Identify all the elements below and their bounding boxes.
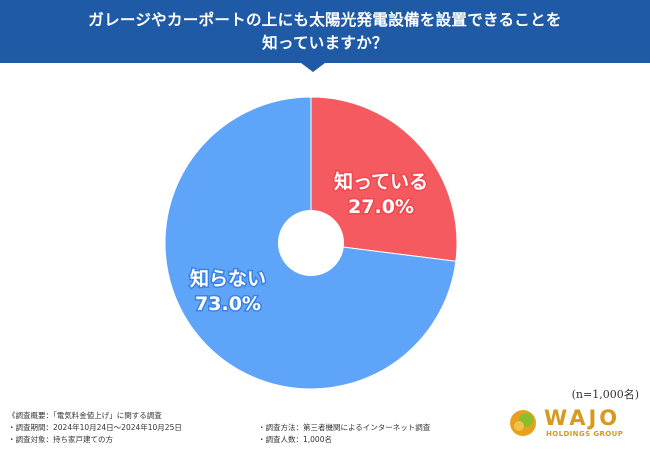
survey-notes-left: 《調査概要：「電気料金値上げ」に関する調査 ・調査期間：2024年10月24日〜… xyxy=(8,410,182,446)
logo-mark-icon xyxy=(510,410,536,436)
sample-size-note: (n=1,000名) xyxy=(571,388,639,401)
logo-subtext: HOLDINGS GROUP xyxy=(546,430,624,438)
banner-pointer xyxy=(301,63,325,72)
survey-overview: 《調査概要：「電気料金値上げ」に関する調査 xyxy=(8,411,162,420)
survey-period: ・調査期間：2024年10月24日〜2024年10月25日 xyxy=(8,423,182,432)
slice-label: 知っている xyxy=(334,170,428,193)
slice-value-label: 73.0% xyxy=(195,293,261,315)
survey-notes-right: ・調査方法：第三者機関によるインターネット調査 ・調査人数：1,000名 xyxy=(258,422,430,446)
survey-count: ・調査人数：1,000名 xyxy=(258,435,332,444)
donut-hole xyxy=(278,210,344,276)
chart-title-line2: 知っていますか？ xyxy=(262,33,388,52)
company-logo: WAJO HOLDINGS GROUP xyxy=(506,403,630,443)
chart-title-banner: ガレージやカーポートの上にも太陽光発電設備を設置できることを 知っていますか？ xyxy=(0,0,650,72)
logo-wordmark: WAJO xyxy=(544,406,621,430)
slice-value-label: 27.0% xyxy=(348,196,414,218)
survey-method: ・調査方法：第三者機関によるインターネット調査 xyxy=(258,423,431,432)
chart-title-line1: ガレージやカーポートの上にも太陽光発電設備を設置できることを xyxy=(88,10,562,29)
slice-label: 知らない xyxy=(190,267,266,290)
survey-target: ・調査対象：持ち家戸建ての方 xyxy=(8,435,113,444)
pie-slice-know xyxy=(310,96,458,262)
